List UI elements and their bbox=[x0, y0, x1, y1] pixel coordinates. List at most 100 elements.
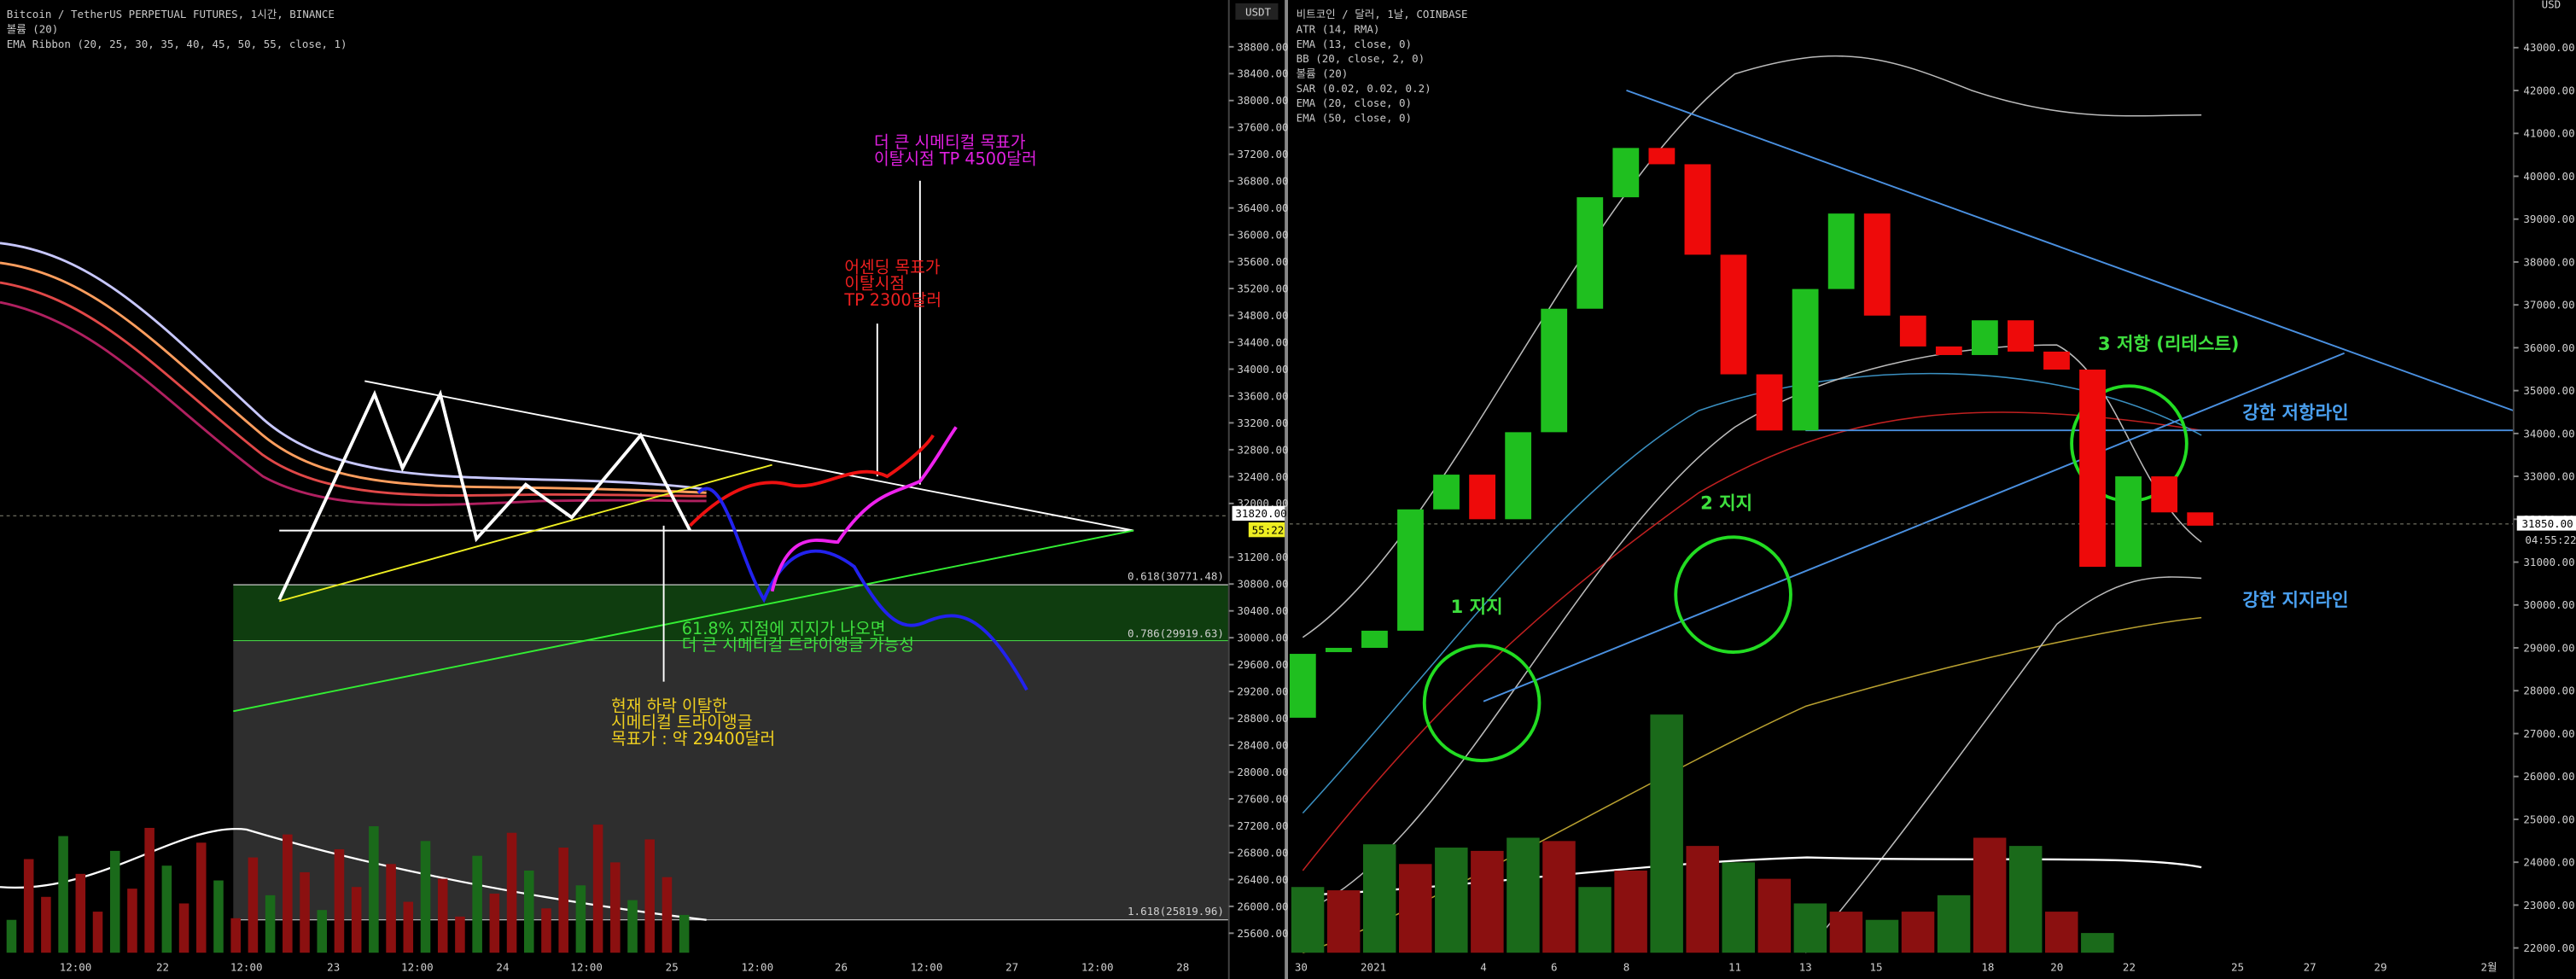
projection bbox=[689, 434, 935, 527]
annotation: 1 지지 bbox=[1451, 596, 1503, 617]
header-line: Bitcoin / TetherUS PERPETUAL FUTURES, 1시… bbox=[7, 8, 335, 20]
volume-bar bbox=[369, 826, 379, 953]
volume-bar bbox=[1686, 846, 1719, 953]
price-label: 43000.00 bbox=[2523, 41, 2574, 54]
candle-body bbox=[1612, 148, 1640, 198]
pattern-line bbox=[277, 389, 692, 601]
volume-bar bbox=[575, 885, 586, 953]
candle-body bbox=[2115, 476, 2142, 568]
countdown-text: 55:22 bbox=[1252, 523, 1285, 536]
time-label: 12:00 bbox=[230, 960, 263, 973]
price-label: 26000.00 bbox=[2523, 770, 2574, 783]
price-label: 28400.00 bbox=[1237, 738, 1288, 751]
volume-bar bbox=[58, 836, 68, 953]
volume-bar bbox=[592, 825, 603, 953]
volume-bar bbox=[437, 878, 448, 953]
trend-line bbox=[233, 529, 1134, 713]
volume-bar bbox=[1901, 912, 1935, 953]
time-label: 6 bbox=[1551, 960, 1558, 973]
candle-body bbox=[1863, 213, 1891, 316]
price-label: 30800.00 bbox=[1237, 578, 1288, 591]
candle-body bbox=[1469, 475, 1495, 520]
countdown-text: 04:55:22 bbox=[2525, 533, 2576, 546]
candle-body bbox=[1289, 654, 1316, 718]
volume-bar bbox=[1614, 870, 1647, 953]
volume-bar bbox=[300, 871, 310, 953]
volume-bar bbox=[196, 842, 207, 953]
price-label: 24000.00 bbox=[2523, 856, 2574, 869]
annotation: 현재 하락 이탈한 시메티컬 트라이앵글 목표가 : 약 29400달러 bbox=[611, 696, 775, 748]
trend-line bbox=[1483, 352, 2345, 702]
highlight-circle bbox=[1674, 535, 1792, 654]
price-label: 22000.00 bbox=[2523, 941, 2574, 954]
price-label: 33000.00 bbox=[2523, 470, 2574, 483]
volume-bar bbox=[661, 877, 673, 953]
time-label: 22 bbox=[156, 960, 169, 973]
price-label: 29200.00 bbox=[1237, 685, 1288, 698]
price-label: 29000.00 bbox=[2523, 641, 2574, 654]
volume-bar bbox=[1650, 714, 1683, 953]
projection bbox=[770, 426, 958, 592]
volume-bar bbox=[627, 900, 638, 953]
price-label: 23000.00 bbox=[2523, 899, 2574, 912]
candle-body bbox=[2187, 512, 2214, 526]
header-line: 볼륨 (20) bbox=[1297, 67, 1349, 79]
time-label: 8 bbox=[1623, 960, 1630, 973]
left-decor bbox=[0, 0, 1288, 979]
time-label: 15 bbox=[1870, 960, 1883, 973]
price-label: 37000.00 bbox=[2523, 299, 2574, 312]
volume-bar bbox=[472, 855, 482, 953]
volume-bar bbox=[109, 850, 120, 953]
price-label: 37200.00 bbox=[1237, 148, 1288, 160]
bollinger bbox=[1302, 55, 2202, 638]
header-line: SAR (0.02, 0.02, 0.2) bbox=[1297, 82, 1431, 95]
annotation: 61.8% 지점에 지지가 나오면 더 큰 시메티컬 트라이앵글 가능성 bbox=[682, 619, 914, 655]
volume-bar bbox=[144, 827, 154, 953]
candle-body bbox=[1505, 432, 1532, 520]
time-label: 2월 bbox=[2480, 960, 2497, 973]
axis-unit: USD bbox=[2542, 0, 2561, 11]
volume-bar bbox=[23, 859, 34, 953]
projection bbox=[696, 487, 1029, 691]
header-line: EMA Ribbon (20, 25, 30, 35, 40, 45, 50, … bbox=[7, 38, 347, 50]
price-label: 32400.00 bbox=[1237, 470, 1288, 483]
volume-bar bbox=[1362, 844, 1396, 953]
volume-bar bbox=[1435, 848, 1468, 953]
countdown-badge bbox=[1248, 522, 1285, 538]
volume-ma bbox=[0, 827, 707, 921]
time-label: 28 bbox=[1176, 960, 1189, 973]
trend-line bbox=[364, 380, 1134, 532]
candle-body bbox=[1576, 197, 1604, 309]
candle-body bbox=[1684, 164, 1711, 255]
volume-bar bbox=[1722, 862, 1756, 953]
time-label: 4 bbox=[1480, 960, 1487, 973]
volume-bar bbox=[317, 910, 328, 953]
time-label: 12:00 bbox=[911, 960, 943, 973]
candle-body bbox=[2079, 370, 2106, 568]
volume-bar bbox=[506, 832, 517, 953]
time-label: 12:00 bbox=[741, 960, 773, 973]
time-label: 26 bbox=[835, 960, 848, 973]
time-label: 30 bbox=[1295, 960, 1308, 973]
fib-label: 1.618(25819.96) bbox=[1128, 905, 1224, 918]
volume-bar bbox=[541, 908, 551, 953]
candle-body bbox=[1720, 254, 1747, 375]
candle-body bbox=[1325, 648, 1352, 653]
price-label: 26000.00 bbox=[1237, 900, 1288, 912]
fib-label: 0.786(29919.63) bbox=[1128, 627, 1224, 640]
candle-body bbox=[1792, 288, 1819, 431]
volume-bar bbox=[1937, 895, 1971, 953]
time-label: 23 bbox=[327, 960, 340, 973]
candle-body bbox=[1361, 630, 1388, 649]
volume-bar bbox=[455, 916, 465, 953]
price-label: 31200.00 bbox=[1237, 551, 1288, 563]
price-label: 36800.00 bbox=[1237, 175, 1288, 188]
price-badge-text: 31820.00 bbox=[1235, 507, 1286, 520]
volume-bar bbox=[283, 834, 293, 953]
ema-line bbox=[1302, 372, 2202, 814]
price-label: 28000.00 bbox=[2523, 685, 2574, 697]
volume-bar bbox=[1757, 878, 1792, 953]
annotation-line: TP 2300달러 bbox=[843, 290, 941, 310]
price-label: 26400.00 bbox=[1237, 873, 1288, 886]
price-label: 37600.00 bbox=[1237, 121, 1288, 134]
